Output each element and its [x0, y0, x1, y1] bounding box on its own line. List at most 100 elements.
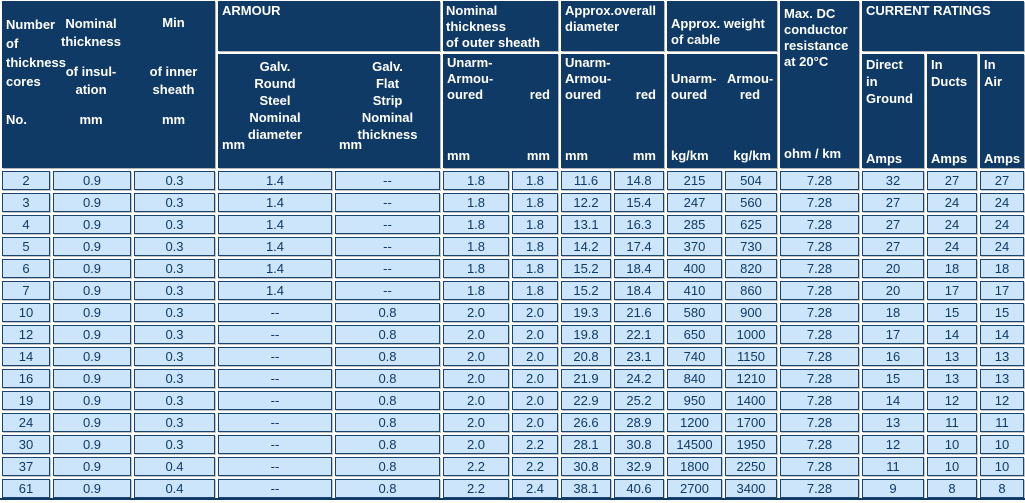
header-insulation-unit: mm: [79, 112, 103, 127]
cell-cores-row8: 12: [2, 325, 50, 344]
cell-galv-round-steel-row2: 1.4: [218, 193, 332, 212]
cell-inner-sheath-row5: 0.3: [134, 259, 215, 278]
cell-wt-unarmoured-row12: 1200: [667, 413, 722, 432]
cell-dia-armoured-row10: 24.2: [614, 369, 664, 388]
header-galv-round-steel-unit: mm: [222, 137, 246, 152]
cell-resistance-row2: 7.28: [780, 193, 859, 212]
cell-dia-unarmoured-row6: 15.2: [561, 281, 611, 300]
cell-galv-round-steel-row10: --: [218, 369, 332, 388]
cell-sheath-unarmoured-row7: 2.0: [443, 303, 509, 322]
cell-galv-round-steel-row4: 1.4: [218, 237, 332, 256]
cell-in-ducts-row3: 24: [927, 215, 977, 234]
header-inner-sheath-label: Min: [162, 15, 185, 30]
cell-wt-unarmoured-row9: 740: [667, 347, 722, 366]
header-outer-sheath-title: Nominal thickness of outer sheath: [443, 1, 558, 51]
cell-direct-ground-row3: 27: [862, 215, 924, 234]
cell-galv-round-steel-row14: --: [218, 457, 332, 476]
cell-wt-unarmoured-row3: 285: [667, 215, 722, 234]
cell-in-air-row12: 11: [980, 413, 1024, 432]
cell-in-air-row2: 24: [980, 193, 1024, 212]
cell-sheath-unarmoured-row3: 1.8: [443, 215, 509, 234]
header-in-air-unit: Amps: [984, 151, 1021, 166]
cell-galv-flat-strip-row1: --: [335, 171, 440, 190]
header-outer-sheath-sub: Unarm- Armou- oured red mm mm: [443, 54, 558, 168]
cell-dia-armoured-row15: 40.6: [614, 479, 664, 498]
cell-sheath-armoured-row3: 1.8: [512, 215, 558, 234]
header-cores-unit: No.: [6, 112, 27, 127]
cell-galv-round-steel-row3: 1.4: [218, 215, 332, 234]
cell-resistance-row9: 7.28: [780, 347, 859, 366]
cell-dia-unarmoured-row7: 19.3: [561, 303, 611, 322]
header-outer-sheath-right: red: [529, 87, 550, 102]
cell-sheath-armoured-row8: 2.0: [512, 325, 558, 344]
cell-cores-row6: 7: [2, 281, 50, 300]
cell-galv-round-steel-row5: 1.4: [218, 259, 332, 278]
cell-insulation-row6: 0.9: [53, 281, 131, 300]
cell-resistance-row3: 7.28: [780, 215, 859, 234]
cell-in-ducts-row9: 13: [927, 347, 977, 366]
cell-dia-unarmoured-row10: 21.9: [561, 369, 611, 388]
cell-galv-flat-strip-row3: --: [335, 215, 440, 234]
cell-insulation-row8: 0.9: [53, 325, 131, 344]
header-diameter-right-unit: mm: [632, 148, 656, 163]
cell-galv-flat-strip-row2: --: [335, 193, 440, 212]
cell-resistance-row7: 7.28: [780, 303, 859, 322]
cell-in-ducts-row7: 15: [927, 303, 977, 322]
cell-in-air-row4: 24: [980, 237, 1024, 256]
cell-sheath-armoured-row10: 2.0: [512, 369, 558, 388]
cell-wt-unarmoured-row13: 14500: [667, 435, 722, 454]
cell-resistance-row5: 7.28: [780, 259, 859, 278]
cell-direct-ground-row1: 32: [862, 171, 924, 190]
header-diameter-left-unit: mm: [565, 148, 589, 163]
cell-inner-sheath-row7: 0.3: [134, 303, 215, 322]
cell-in-air-row3: 24: [980, 215, 1024, 234]
cell-wt-armoured-row8: 1000: [725, 325, 777, 344]
cell-cores-row9: 14: [2, 347, 50, 366]
cell-wt-unarmoured-row6: 410: [667, 281, 722, 300]
cell-sheath-unarmoured-row12: 2.0: [443, 413, 509, 432]
cell-cores-row4: 5: [2, 237, 50, 256]
cell-direct-ground-row14: 11: [862, 457, 924, 476]
cell-direct-ground-row13: 12: [862, 435, 924, 454]
header-weight-right-unit: kg/km: [733, 148, 771, 163]
header-insulation-label2: of insul- ation: [65, 64, 117, 97]
cell-galv-round-steel-row15: --: [218, 479, 332, 498]
header-left-block: Number of thickness cores No. Nominal th…: [2, 1, 215, 168]
cell-wt-armoured-row2: 560: [725, 193, 777, 212]
cell-in-ducts-row1: 27: [927, 171, 977, 190]
cell-in-air-row13: 10: [980, 435, 1024, 454]
cell-sheath-unarmoured-row6: 1.8: [443, 281, 509, 300]
cell-direct-ground-row10: 15: [862, 369, 924, 388]
cell-sheath-unarmoured-row1: 1.8: [443, 171, 509, 190]
header-weight-right: Armou- red: [727, 71, 774, 102]
cell-inner-sheath-row6: 0.3: [134, 281, 215, 300]
cell-galv-flat-strip-row6: --: [335, 281, 440, 300]
cell-galv-flat-strip-row11: 0.8: [335, 391, 440, 410]
cell-dia-armoured-row5: 18.4: [614, 259, 664, 278]
cell-sheath-unarmoured-row8: 2.0: [443, 325, 509, 344]
cell-wt-armoured-row5: 820: [725, 259, 777, 278]
cell-galv-flat-strip-row14: 0.8: [335, 457, 440, 476]
cell-galv-flat-strip-row5: --: [335, 259, 440, 278]
cell-in-ducts-row2: 24: [927, 193, 977, 212]
cell-resistance-row6: 7.28: [780, 281, 859, 300]
cell-resistance-row1: 7.28: [780, 171, 859, 190]
header-resistance-title: Max. DC conductor resistance at 20°C: [784, 6, 849, 69]
cell-wt-armoured-row9: 1150: [725, 347, 777, 366]
cell-inner-sheath-row8: 0.3: [134, 325, 215, 344]
cell-dia-unarmoured-row4: 14.2: [561, 237, 611, 256]
cell-in-ducts-row14: 10: [927, 457, 977, 476]
cell-resistance-row11: 7.28: [780, 391, 859, 410]
header-diameter-sub: Unarm- Armou- oured red mm mm: [561, 54, 664, 168]
cell-dia-armoured-row2: 15.4: [614, 193, 664, 212]
cell-wt-unarmoured-row15: 2700: [667, 479, 722, 498]
header-current-ratings-title: CURRENT RATINGS: [862, 1, 1024, 51]
cell-wt-armoured-row11: 1400: [725, 391, 777, 410]
cell-sheath-unarmoured-row15: 2.2: [443, 479, 509, 498]
cell-insulation-row11: 0.9: [53, 391, 131, 410]
cell-direct-ground-row7: 18: [862, 303, 924, 322]
cell-resistance-row8: 7.28: [780, 325, 859, 344]
cell-in-ducts-row10: 13: [927, 369, 977, 388]
cell-dia-armoured-row4: 17.4: [614, 237, 664, 256]
cell-galv-round-steel-row8: --: [218, 325, 332, 344]
